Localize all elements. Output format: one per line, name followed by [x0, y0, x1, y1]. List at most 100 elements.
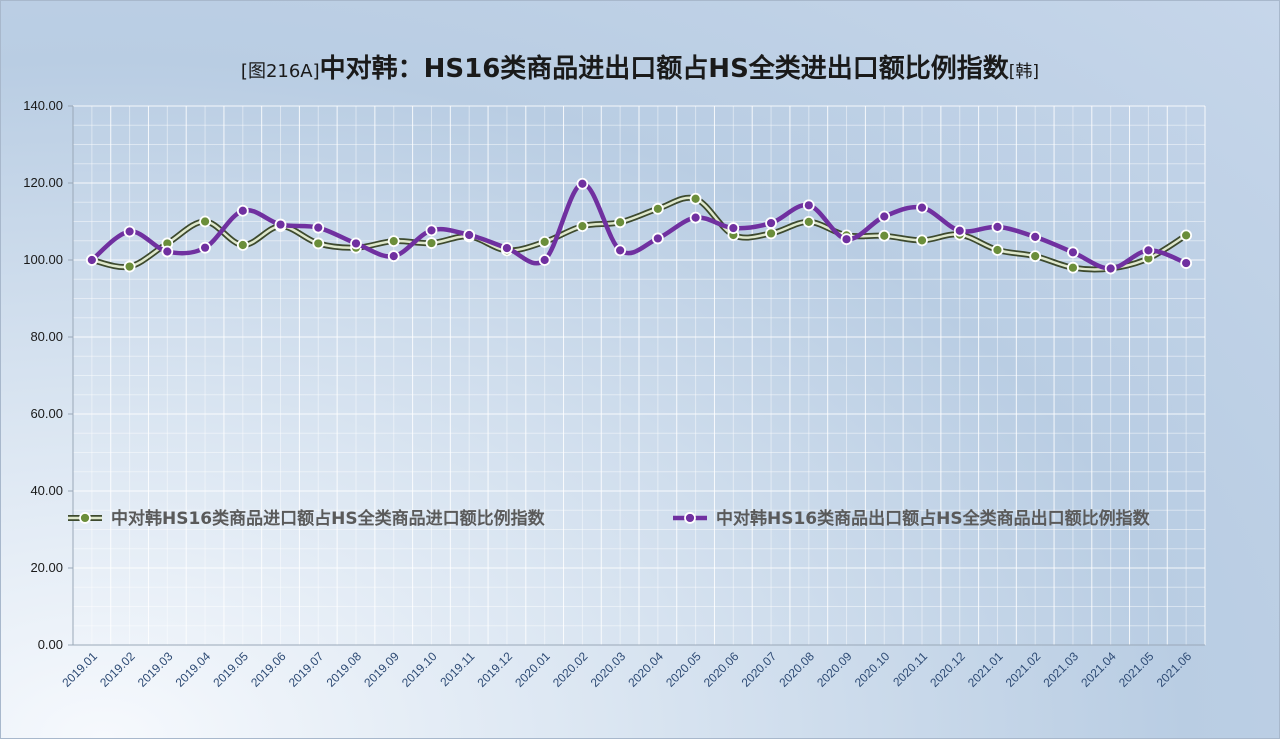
x-tick-label: 2019.11	[437, 649, 477, 689]
import-data-point	[991, 244, 1004, 256]
import-data-point	[1067, 261, 1079, 274]
export-data-point	[312, 221, 325, 234]
y-tick-label: 40.00	[30, 483, 63, 498]
axes	[72, 106, 1205, 646]
export-data-point	[161, 245, 174, 258]
import-data-point	[1180, 229, 1193, 242]
export-data-point	[1067, 246, 1079, 259]
import-data-point	[538, 236, 551, 248]
grid	[72, 105, 1206, 646]
x-tick-label: 2021.01	[965, 649, 1006, 690]
import-data-point	[236, 239, 249, 251]
import-data-point	[916, 234, 928, 247]
export-data-point	[689, 211, 702, 224]
x-tick-label: 2019.10	[399, 649, 440, 690]
x-tick-label: 2019.07	[286, 649, 327, 690]
import-data-point	[387, 235, 400, 248]
export-data-point	[274, 218, 287, 231]
x-tick-label: 2020.04	[625, 649, 666, 690]
legend-label-export: 中对韩HS16类商品出口额占HS全类商品出口额比例指数	[716, 508, 1151, 529]
series-group	[85, 177, 1193, 275]
y-tick-label: 60.00	[30, 406, 63, 421]
export-data-point	[350, 237, 362, 250]
x-tick-label: 2020.05	[663, 649, 704, 690]
x-tick-label: 2019.03	[135, 649, 176, 690]
x-tick-label: 2020.06	[701, 649, 742, 690]
export-data-point	[501, 242, 513, 254]
export-data-point	[651, 232, 664, 245]
import-data-point	[651, 202, 664, 215]
import-data-point	[878, 229, 891, 242]
legend-marker-export	[684, 512, 696, 524]
x-tick-label: 2019.08	[324, 649, 365, 690]
x-tick-label: 2019.06	[248, 649, 289, 690]
x-tick-label: 2020.08	[776, 649, 817, 690]
export-data-point	[991, 220, 1004, 233]
export-data-point	[538, 254, 551, 266]
import-data-point	[199, 215, 211, 228]
x-tick-label: 2021.04	[1078, 649, 1119, 690]
export-data-point	[463, 229, 476, 241]
export-data-point	[916, 201, 928, 214]
export-data-point	[1142, 244, 1155, 257]
x-tick-label: 2020.10	[852, 649, 893, 690]
import-data-point	[802, 215, 815, 228]
y-tick-label: 20.00	[30, 560, 63, 575]
x-tick-label: 2019.09	[361, 649, 402, 690]
export-data-point	[953, 224, 966, 237]
x-tick-label: 2021.05	[1116, 649, 1157, 690]
import-data-point	[765, 227, 777, 240]
x-tick-label: 2021.02	[1003, 649, 1044, 690]
export-data-point	[1180, 257, 1193, 269]
y-tick-label: 120.00	[23, 175, 63, 190]
x-tick-label: 2019.02	[97, 649, 138, 690]
import-data-point	[614, 216, 627, 229]
x-tick-label: 2019.01	[59, 649, 100, 690]
x-tick-label: 2021.03	[1040, 649, 1081, 690]
legend: 中对韩HS16类商品进口额占HS全类商品进口额比例指数 中对韩HS16类商品出口额…	[68, 508, 1151, 529]
import-data-point	[576, 220, 589, 233]
y-tick-label: 0.00	[38, 637, 63, 652]
legend-marker-import	[79, 512, 91, 524]
x-axis-ticks: 2019.012019.022019.032019.042019.052019.…	[59, 649, 1194, 690]
x-tick-label: 2019.05	[210, 649, 251, 690]
import-data-point	[123, 260, 136, 273]
export-data-point	[802, 199, 815, 212]
export-data-point	[765, 217, 777, 229]
export-data-point	[236, 204, 249, 217]
chart-title: [图216A]中对韩：HS16类商品进出口额占HS全类进出口额比例指数[韩]	[0, 48, 1280, 85]
x-tick-label: 2020.09	[814, 649, 855, 690]
x-tick-label: 2020.01	[512, 649, 553, 690]
y-tick-label: 100.00	[23, 252, 63, 267]
export-data-point	[199, 241, 211, 254]
export-data-point	[1104, 262, 1117, 275]
chart-title-main: 中对韩：HS16类商品进出口额占HS全类进出口额比例指数	[319, 54, 1009, 84]
x-tick-label: 2021.06	[1154, 649, 1195, 690]
import-data-point	[689, 192, 702, 205]
export-data-point	[387, 250, 400, 263]
export-data-point	[85, 254, 98, 266]
export-data-point	[425, 224, 438, 237]
import-data-point	[312, 237, 325, 250]
export-data-point	[576, 177, 589, 190]
chart-title-tag: [图216A]	[240, 61, 320, 82]
x-tick-label: 2019.04	[173, 649, 214, 690]
x-tick-label: 2020.02	[550, 649, 591, 690]
export-data-point	[614, 244, 627, 257]
x-tick-label: 2020.07	[739, 649, 780, 690]
export-data-point	[840, 233, 853, 246]
y-tick-label: 80.00	[30, 329, 63, 344]
chart-title-suffix: [韩]	[1008, 62, 1040, 82]
legend-label-import: 中对韩HS16类商品进口额占HS全类商品进口额比例指数	[111, 508, 546, 529]
export-data-point	[727, 222, 740, 234]
x-tick-label: 2020.03	[588, 649, 629, 690]
export-data-point	[123, 225, 136, 238]
import-data-point	[1029, 250, 1042, 263]
y-tick-label: 140.00	[23, 98, 63, 113]
export-data-point	[878, 210, 891, 223]
x-tick-label: 2020.12	[927, 649, 968, 690]
export-data-point	[1029, 230, 1042, 243]
import-data-point	[425, 237, 438, 249]
